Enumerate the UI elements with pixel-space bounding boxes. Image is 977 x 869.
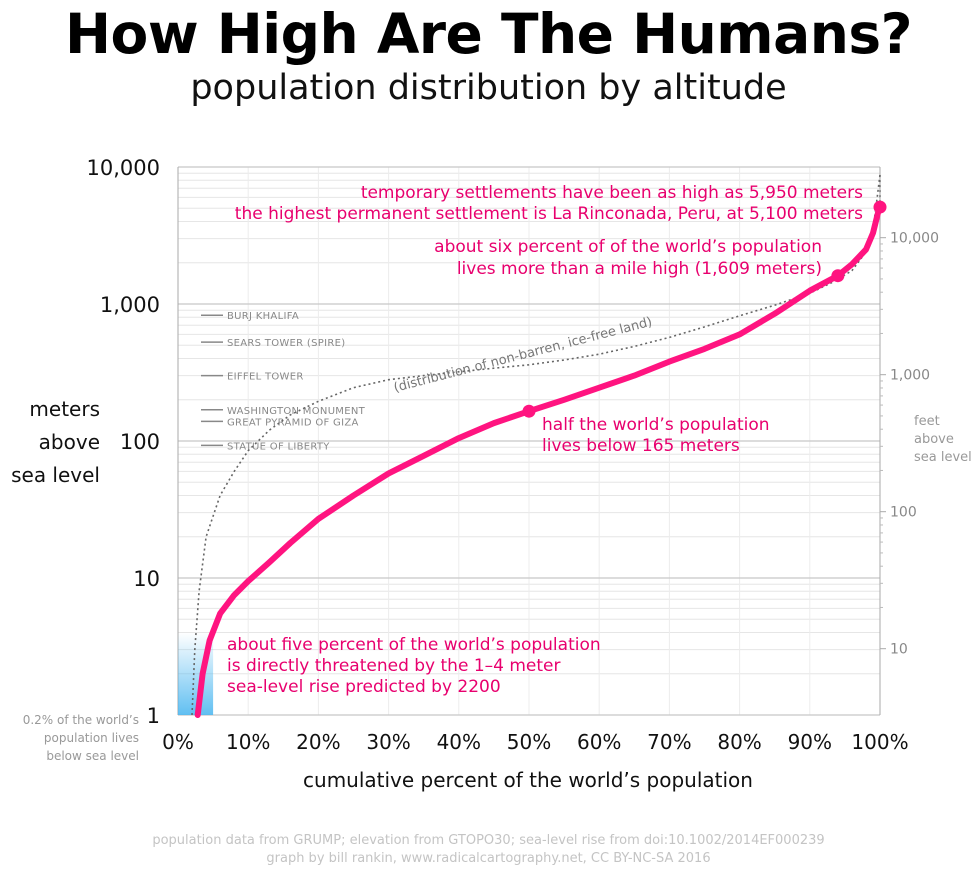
y-tick-label: 1 — [147, 704, 160, 728]
feet-tick-label: 10 — [890, 642, 908, 658]
land-distribution-line — [191, 174, 881, 716]
below-sea-note-2: population lives — [44, 731, 139, 745]
highlight-point — [522, 404, 536, 418]
feet-tick-label: 1,000 — [890, 368, 930, 384]
y-tick-label: 10,000 — [87, 156, 160, 180]
highlight-point — [831, 269, 845, 283]
chart-subtitle: population distribution by altitude — [190, 68, 787, 108]
reference-height-label: STATUE OF LIBERTY — [227, 441, 330, 452]
y-tick-label: 10 — [133, 567, 160, 591]
annotation-sea-3: sea-level rise predicted by 2200 — [227, 677, 501, 697]
x-tick-label: 90% — [788, 730, 832, 754]
y-axis-label-3: sea level — [11, 463, 100, 487]
major-gridlines — [177, 166, 881, 716]
y-axis-label-2: above — [39, 430, 100, 454]
y-tick-labels: 1 10 100 1,000 10,000 — [87, 156, 160, 728]
annotation-mile-2: lives more than a mile high (1,609 meter… — [457, 259, 822, 279]
x-tick-labels: 0% 10% 20% 30% 40% 50% 60% 70% 80% 90% 100% — [162, 730, 908, 754]
feet-axis-label-2: above — [914, 432, 954, 447]
x-tick-label: 50% — [507, 730, 551, 754]
feet-axis: 10 100 1,000 10,000 — [880, 231, 939, 658]
y-tick-label: 1,000 — [100, 293, 160, 317]
annotation-permanent: the highest permanent settlement is La R… — [235, 204, 863, 224]
footer-sources: population data from GRUMP; elevation fr… — [152, 833, 825, 848]
x-tick-label: 70% — [647, 730, 691, 754]
highlight-points — [522, 200, 887, 418]
reference-heights: BURJ KHALIFA SEARS TOWER (SPIRE) EIFFEL TO… — [201, 311, 366, 452]
highlight-point — [873, 200, 887, 214]
y-axis-label-1: meters — [29, 397, 100, 421]
reference-height-label: WASHINGTON MONUMENT — [227, 406, 366, 417]
x-tick-label: 30% — [366, 730, 410, 754]
feet-tick-label: 10,000 — [890, 231, 939, 247]
annotation-sea-2: is directly threatened by the 1–4 meter — [227, 656, 560, 676]
y-tick-label: 100 — [120, 430, 160, 454]
x-tick-label: 10% — [226, 730, 270, 754]
below-sea-note-3: below sea level — [46, 749, 139, 763]
footer-credit: graph by bill rankin, www.radicalcartogr… — [266, 851, 711, 866]
reference-height-label: GREAT PYRAMID OF GIZA — [227, 417, 359, 428]
x-axis-label: cumulative percent of the world’s popula… — [303, 768, 753, 792]
annotation-mile-1: about six percent of of the world’s popu… — [434, 237, 822, 257]
annotation-half-2: lives below 165 meters — [542, 436, 740, 456]
x-tick-label: 0% — [162, 730, 194, 754]
x-tick-label: 60% — [577, 730, 621, 754]
x-tick-label: 80% — [717, 730, 761, 754]
reference-height-label: BURJ KHALIFA — [227, 311, 299, 322]
below-sea-note-1: 0.2% of the world’s — [23, 713, 139, 727]
feet-tick-label: 100 — [890, 505, 917, 521]
x-tick-label: 100% — [851, 730, 908, 754]
reference-height-label: SEARS TOWER (SPIRE) — [227, 338, 345, 349]
x-tick-label: 40% — [437, 730, 481, 754]
reference-height-label: EIFFEL TOWER — [227, 372, 304, 383]
chart-title: How High Are The Humans? — [65, 2, 913, 66]
annotation-temporary: temporary settlements have been as high … — [361, 183, 863, 203]
feet-axis-label-3: sea level — [914, 450, 972, 465]
annotation-half-1: half the world’s population — [542, 415, 770, 435]
x-tick-label: 20% — [296, 730, 340, 754]
annotation-sea-1: about five percent of the world’s popula… — [227, 635, 601, 655]
feet-axis-label-1: feet — [914, 414, 940, 429]
